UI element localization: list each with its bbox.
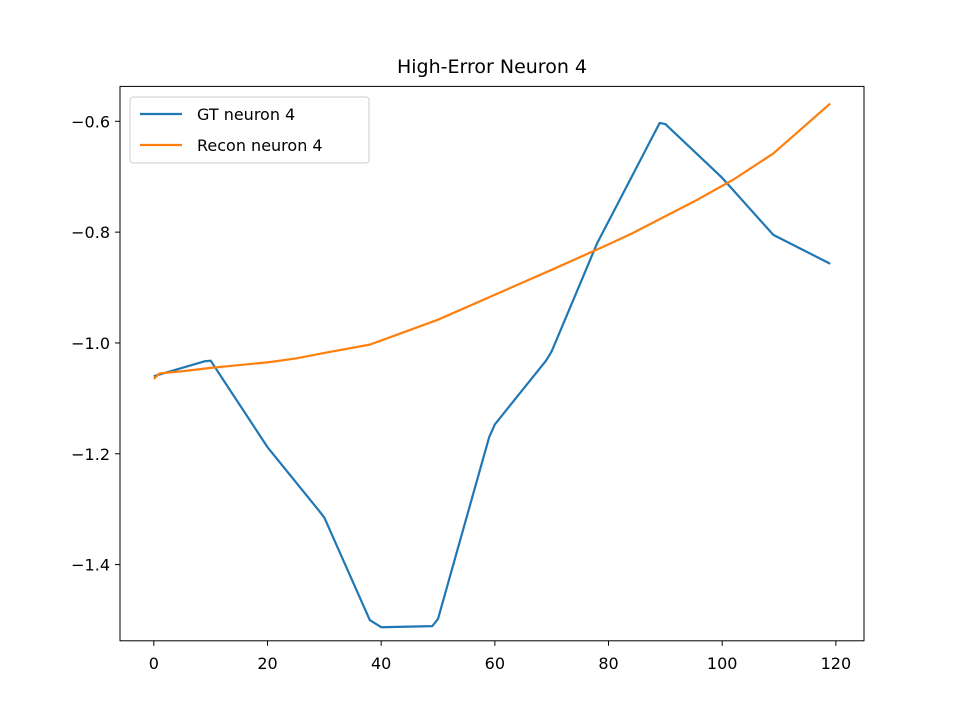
legend-label-gt: GT neuron 4 xyxy=(197,105,295,124)
series-line-gt xyxy=(153,121,831,629)
plot-frame xyxy=(119,85,865,642)
y-tick-label: −1.2 xyxy=(71,445,110,464)
x-tick-label: 0 xyxy=(149,654,159,673)
x-tick-label: 40 xyxy=(371,654,391,673)
legend-label-recon: Recon neuron 4 xyxy=(197,136,323,155)
x-axis: 0 20 40 60 80 100 120 xyxy=(149,640,852,673)
x-tick-label: 20 xyxy=(257,654,277,673)
y-tick-label: −1.4 xyxy=(71,556,110,575)
x-tick-label: 100 xyxy=(707,654,738,673)
chart-title: High-Error Neuron 4 xyxy=(397,56,587,78)
y-tick-label: −0.6 xyxy=(71,112,110,131)
legend-box xyxy=(129,96,370,164)
series-line-recon xyxy=(153,102,831,380)
x-tick-label: 120 xyxy=(821,654,852,673)
y-tick-label: −1.0 xyxy=(71,334,110,353)
y-axis: −1.4 −1.2 −1.0 −0.8 −0.6 xyxy=(71,112,120,575)
x-tick-label: 80 xyxy=(598,654,618,673)
legend: GT neuron 4 Recon neuron 4 xyxy=(129,96,370,164)
plot-lines xyxy=(153,102,831,629)
y-tick-label: −0.8 xyxy=(71,223,110,242)
x-tick-label: 60 xyxy=(485,654,505,673)
